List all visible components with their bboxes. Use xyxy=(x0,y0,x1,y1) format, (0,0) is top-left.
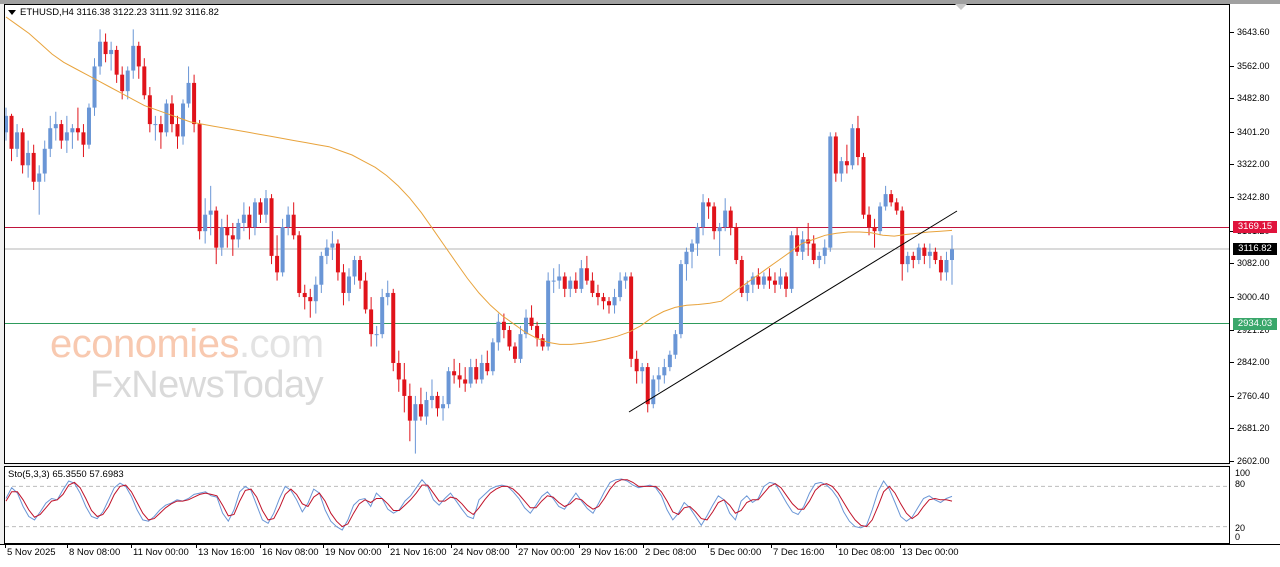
price-tick xyxy=(1230,98,1234,100)
sto-level-100: 100 xyxy=(1235,468,1251,478)
time-tick xyxy=(643,544,644,548)
time-label: 13 Dec 00:00 xyxy=(902,547,959,558)
watermark-economies-suffix: .com xyxy=(238,322,324,366)
time-tick xyxy=(451,544,452,548)
time-tick xyxy=(131,544,132,548)
watermark-fxnewstoday: FxNewsToday xyxy=(90,364,324,406)
time-label: 5 Dec 00:00 xyxy=(710,547,762,558)
price-tick xyxy=(1230,461,1234,462)
time-tick xyxy=(323,544,324,548)
time-tick xyxy=(388,544,389,548)
price-tick xyxy=(1230,263,1234,265)
price-label: 2842.00 xyxy=(1237,357,1270,368)
time-tick xyxy=(836,544,837,548)
time-label: 11 Nov 00:00 xyxy=(133,547,189,558)
price-tick xyxy=(1230,395,1234,397)
price-tick xyxy=(1230,197,1234,199)
price-tick xyxy=(1230,329,1234,331)
support-price-tag: 2934.03 xyxy=(1233,318,1277,330)
time-tick xyxy=(196,544,197,548)
price-label: 2681.20 xyxy=(1237,423,1270,434)
time-label: 10 Dec 08:00 xyxy=(838,547,895,558)
price-tick xyxy=(1230,164,1234,166)
time-tick xyxy=(771,544,772,548)
price-label: 3401.20 xyxy=(1237,126,1270,137)
price-tick xyxy=(1230,230,1234,232)
time-label: 2 Dec 08:00 xyxy=(645,547,697,558)
time-tick xyxy=(67,544,68,548)
resistance-price-tag: 3169.15 xyxy=(1233,221,1277,233)
symbol-title: ETHUSD,H4 3116.38 3122.23 3111.92 3116.8… xyxy=(20,7,219,18)
time-tick xyxy=(516,544,517,548)
time-axis[interactable] xyxy=(0,544,1280,567)
time-label: 21 Nov 16:00 xyxy=(390,547,447,558)
price-label: 3643.60 xyxy=(1237,27,1270,37)
price-tick xyxy=(1230,65,1234,67)
time-tick xyxy=(900,544,901,548)
price-tick xyxy=(1230,131,1234,133)
price-label: 3082.00 xyxy=(1237,258,1270,269)
time-label: 19 Nov 00:00 xyxy=(325,547,382,558)
price-tick xyxy=(1230,296,1234,298)
price-label: 3562.00 xyxy=(1237,60,1270,71)
stochastic-pane[interactable] xyxy=(4,466,1230,544)
time-tick xyxy=(260,544,261,548)
price-axis[interactable] xyxy=(1230,4,1280,544)
sto-level-0: 0 xyxy=(1235,532,1241,542)
window-top-border xyxy=(0,0,1280,4)
time-label: 5 Nov 2025 xyxy=(7,547,56,558)
price-label: 3482.80 xyxy=(1237,93,1270,104)
time-tick xyxy=(708,544,709,548)
time-label: 24 Nov 08:00 xyxy=(453,547,510,558)
stochastic-title: Sto(5,3,3) 65.3550 57.6983 xyxy=(8,469,124,480)
price-label: 2602.00 xyxy=(1237,456,1270,466)
sto-level-20: 20 xyxy=(1235,523,1246,533)
price-label: 3322.00 xyxy=(1237,159,1270,170)
time-label: 16 Nov 08:00 xyxy=(262,547,319,558)
price-label: 3242.80 xyxy=(1237,192,1270,203)
time-tick xyxy=(579,544,580,548)
price-label: 2760.40 xyxy=(1237,390,1270,401)
time-label: 13 Nov 16:00 xyxy=(198,547,255,558)
time-label: 7 Dec 16:00 xyxy=(773,547,825,558)
time-tick xyxy=(5,544,6,548)
watermark-economies: economies.com xyxy=(50,322,324,367)
price-tick xyxy=(1230,428,1234,430)
price-tick xyxy=(1230,32,1234,33)
price-tick xyxy=(1230,362,1234,364)
sto-level-80: 80 xyxy=(1235,479,1246,489)
watermark-economies-main: economies xyxy=(50,322,239,366)
price-chart-pane[interactable] xyxy=(4,4,1230,464)
time-label: 8 Nov 08:00 xyxy=(69,547,121,558)
time-label: 27 Nov 00:00 xyxy=(518,547,575,558)
price-label: 3000.40 xyxy=(1237,291,1270,302)
time-label: 29 Nov 16:00 xyxy=(581,547,638,558)
symbol-menu-arrow-icon[interactable] xyxy=(8,10,16,15)
chart-shift-marker-icon[interactable] xyxy=(955,4,967,10)
current-price-tag: 3116.82 xyxy=(1233,243,1277,255)
